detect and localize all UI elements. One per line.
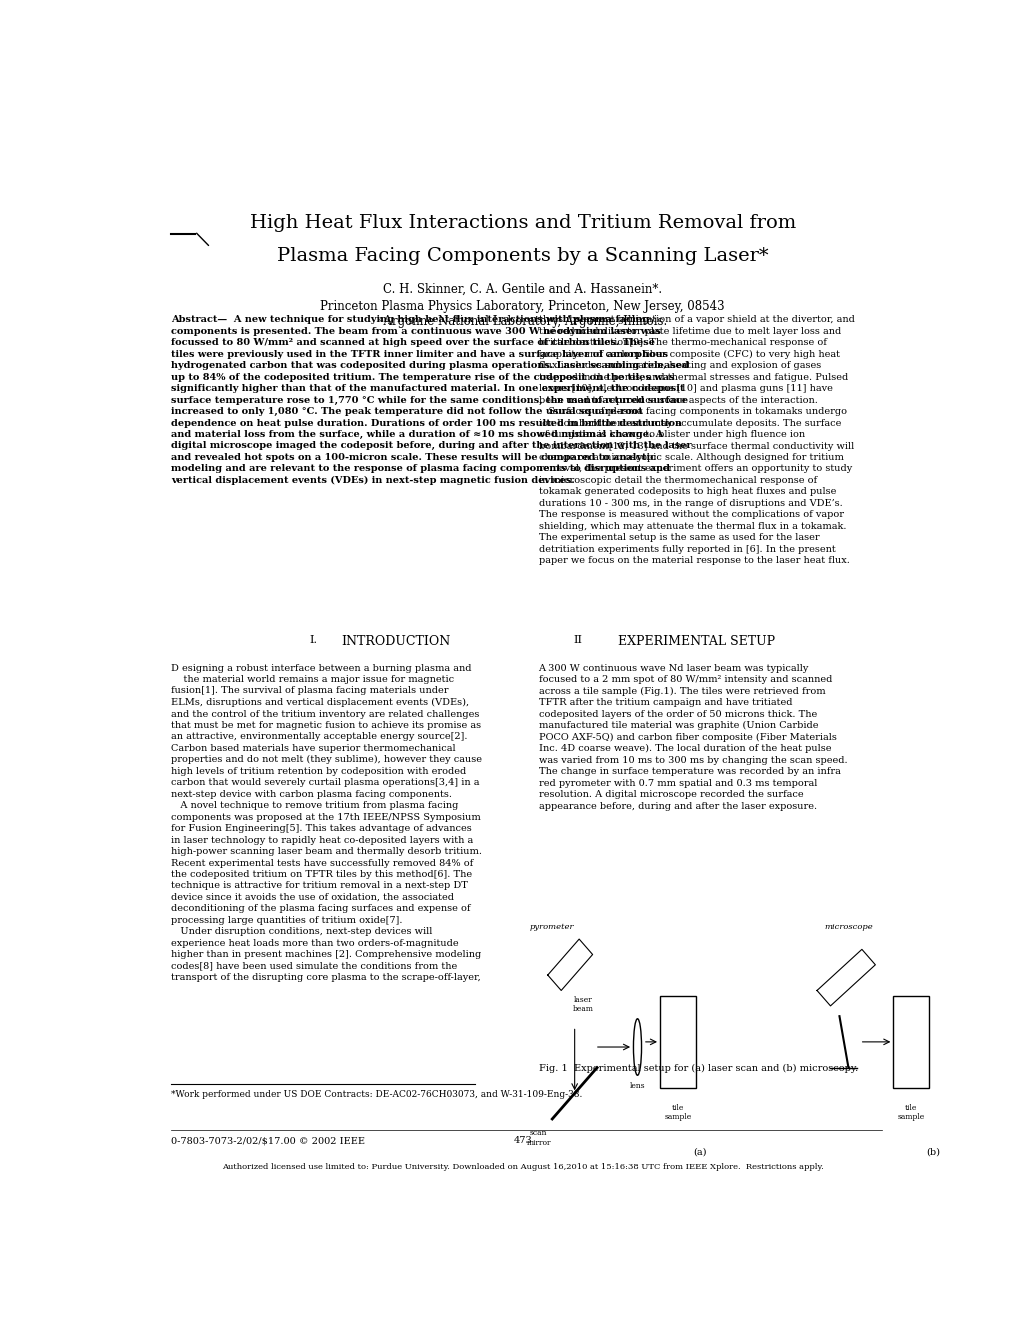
Text: pyrometer: pyrometer	[529, 923, 574, 931]
Text: ᵃArgonne National Laboratory, Argonne, Illinois.: ᵃArgonne National Laboratory, Argonne, I…	[378, 315, 666, 328]
Text: lens: lens	[629, 1082, 645, 1090]
Text: scan
mirror: scan mirror	[526, 1130, 550, 1147]
Text: C. H. Skinner, C. A. Gentile and A. Hassanein*.: C. H. Skinner, C. A. Gentile and A. Hass…	[383, 283, 661, 297]
Text: High Heat Flux Interactions and Tritium Removal from: High Heat Flux Interactions and Tritium …	[250, 214, 795, 232]
Text: the subsequent generation of a vapor shield at the divertor, and
the reduced div: the subsequent generation of a vapor shi…	[538, 315, 854, 565]
Text: laser
beam: laser beam	[573, 996, 593, 1014]
Text: (b): (b)	[926, 1148, 940, 1157]
Bar	[893, 995, 928, 1089]
Text: *Work performed under US DOE Contracts: DE-AC02-76CH03073, and W-31-109-Eng-38.: *Work performed under US DOE Contracts: …	[171, 1090, 582, 1099]
Text: microscope: microscope	[823, 923, 872, 931]
Text: (a): (a)	[693, 1148, 706, 1157]
Text: Plasma Facing Components by a Scanning Laser*: Plasma Facing Components by a Scanning L…	[277, 248, 767, 265]
Text: A 300 W continuous wave Nd laser beam was typically
focused to a 2 mm spot of 80: A 300 W continuous wave Nd laser beam wa…	[538, 663, 847, 811]
Text: II: II	[573, 635, 582, 645]
Text: tile
sample: tile sample	[663, 1103, 691, 1122]
Text: I.: I.	[309, 635, 317, 645]
Text: Authorized licensed use limited to: Purdue University. Downloaded on August 16,2: Authorized licensed use limited to: Purd…	[222, 1162, 822, 1170]
Text: 0-7803-7073-2/02/$17.00 © 2002 IEEE: 0-7803-7073-2/02/$17.00 © 2002 IEEE	[171, 1136, 365, 1145]
Text: Fig. 1  Experimental setup for (a) laser scan and (b) microscopy.: Fig. 1 Experimental setup for (a) laser …	[538, 1064, 857, 1073]
Text: tile
sample: tile sample	[897, 1103, 924, 1122]
Text: Princeton Plasma Physics Laboratory, Princeton, New Jersey, 08543: Princeton Plasma Physics Laboratory, Pri…	[320, 301, 725, 314]
Text: INTRODUCTION: INTRODUCTION	[341, 635, 450, 648]
Text: Abstract—  A new technique for studying high heat flux interactions with plasma : Abstract— A new technique for studying h…	[171, 315, 691, 485]
Text: 473: 473	[513, 1136, 532, 1145]
Text: EXPERIMENTAL SETUP: EXPERIMENTAL SETUP	[618, 635, 774, 648]
Bar	[659, 995, 695, 1089]
Text: D esigning a robust interface between a burning plasma and
    the material worl: D esigning a robust interface between a …	[171, 663, 482, 982]
